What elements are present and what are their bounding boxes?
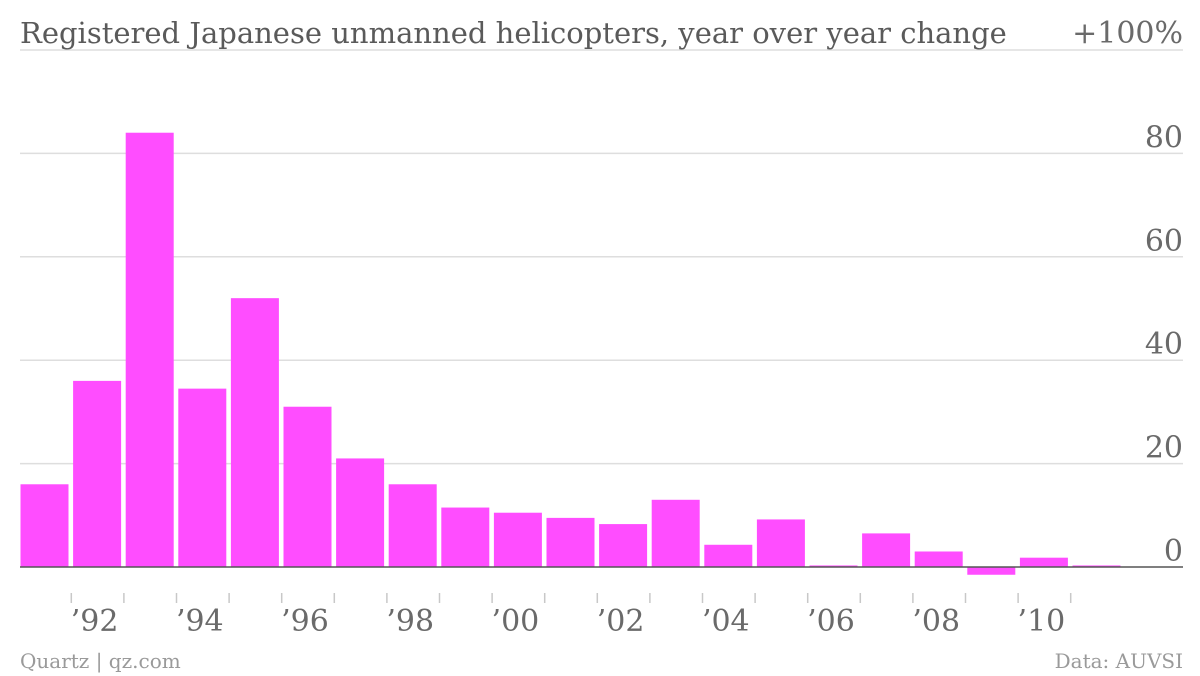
x-tick-label: ’06 [807, 604, 855, 639]
bar-2005 [756, 519, 805, 567]
x-tick-label: ’08 [912, 604, 960, 639]
bar-1998 [388, 484, 437, 567]
x-tick-label: ’98 [386, 604, 434, 639]
bar-1991 [20, 484, 69, 567]
bar-2002 [599, 524, 648, 567]
bar-2008 [914, 551, 963, 567]
y-tick-label: 60 [1145, 224, 1183, 259]
bar-1994 [178, 388, 227, 567]
y-tick-label: 20 [1145, 431, 1183, 466]
grid-layer [20, 49, 1183, 465]
y-tick-label: 40 [1145, 327, 1183, 362]
bars-layer [20, 132, 1121, 575]
x-tick-label: ’00 [492, 604, 540, 639]
bar-1997 [336, 458, 385, 567]
y-axis-top-label: +100% [1072, 16, 1183, 51]
bar-2010 [1019, 557, 1068, 567]
bar-2011 [1072, 565, 1121, 567]
x-tick-label: ’04 [702, 604, 750, 639]
y-tick-label: 0 [1164, 534, 1183, 569]
bar-2006 [809, 565, 858, 567]
bar-2009 [967, 567, 1016, 575]
bar-1993 [125, 132, 174, 567]
x-tick-label: ’10 [1018, 604, 1066, 639]
bar-1992 [73, 380, 122, 567]
bar-1999 [441, 507, 490, 567]
chart-title: Registered Japanese unmanned helicopters… [20, 16, 1007, 50]
x-tick-label: ’96 [281, 604, 329, 639]
axis-layer: 0 20 40 60 80 ’92 ’94 ’96 ’98 ’00 ’02 ’04 ’06 ’08 ’10 [20, 120, 1183, 639]
y-tick-label: 80 [1145, 120, 1183, 155]
bar-2001 [546, 517, 595, 567]
bar-2007 [862, 533, 911, 567]
bar-1995 [230, 298, 279, 567]
bar-2000 [493, 512, 542, 567]
bar-2004 [704, 544, 753, 567]
x-tick-label: ’94 [176, 604, 224, 639]
bar-1996 [283, 406, 332, 567]
x-tick-label: ’92 [71, 604, 119, 639]
x-tick-label: ’02 [597, 604, 645, 639]
footer-source-left: Quartz | qz.com [20, 649, 181, 674]
footer-source-right: Data: AUVSI [1055, 649, 1183, 673]
bar-2003 [651, 499, 700, 567]
